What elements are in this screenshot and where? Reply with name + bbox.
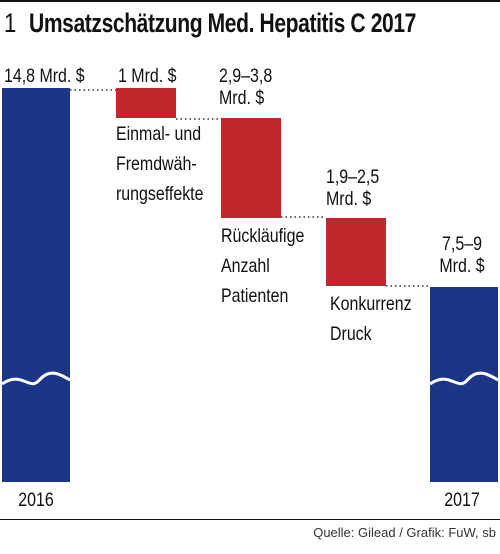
category-label: Patienten: [221, 285, 288, 307]
chart-number: 1: [4, 8, 17, 38]
value-label: 2,9–3,8: [219, 65, 272, 87]
value-label: Mrd. $: [219, 87, 264, 109]
value-label: Mrd. $: [326, 188, 371, 210]
total-bar: [2, 88, 70, 482]
axis-break-mark: [1, 371, 71, 386]
category-label: Anzahl: [221, 255, 270, 277]
category-label: 2017: [444, 489, 479, 511]
value-label: 14,8 Mrd. $: [4, 65, 85, 87]
category-label: Fremdwäh-: [116, 153, 197, 175]
value-label: 1,9–2,5: [326, 166, 379, 188]
category-label: Konkurrenz: [330, 293, 412, 315]
decrease-bar: [221, 118, 281, 218]
decrease-bar: [116, 88, 176, 118]
category-label: rungseffekte: [116, 183, 203, 205]
value-label: 1 Mrd. $: [118, 65, 177, 87]
source-note: Quelle: Gilead / Grafik: FuW, sb: [313, 525, 496, 540]
axis-break-mark: [429, 371, 499, 386]
category-label: Rückläufige: [221, 225, 304, 247]
chart-title: Umsatzschätzung Med. Hepatitis C 2017: [29, 8, 417, 38]
category-label: Druck: [330, 323, 372, 345]
chart-header: 1 Umsatzschätzung Med. Hepatitis C 2017: [4, 8, 500, 44]
category-label: 2016: [18, 489, 53, 511]
decrease-bar: [326, 218, 386, 286]
value-label: Mrd. $: [439, 255, 484, 277]
category-label: Einmal- und: [116, 123, 201, 145]
bottom-rule: [0, 519, 500, 520]
value-label: 7,5–9: [442, 233, 482, 255]
top-rule: [0, 0, 500, 2]
